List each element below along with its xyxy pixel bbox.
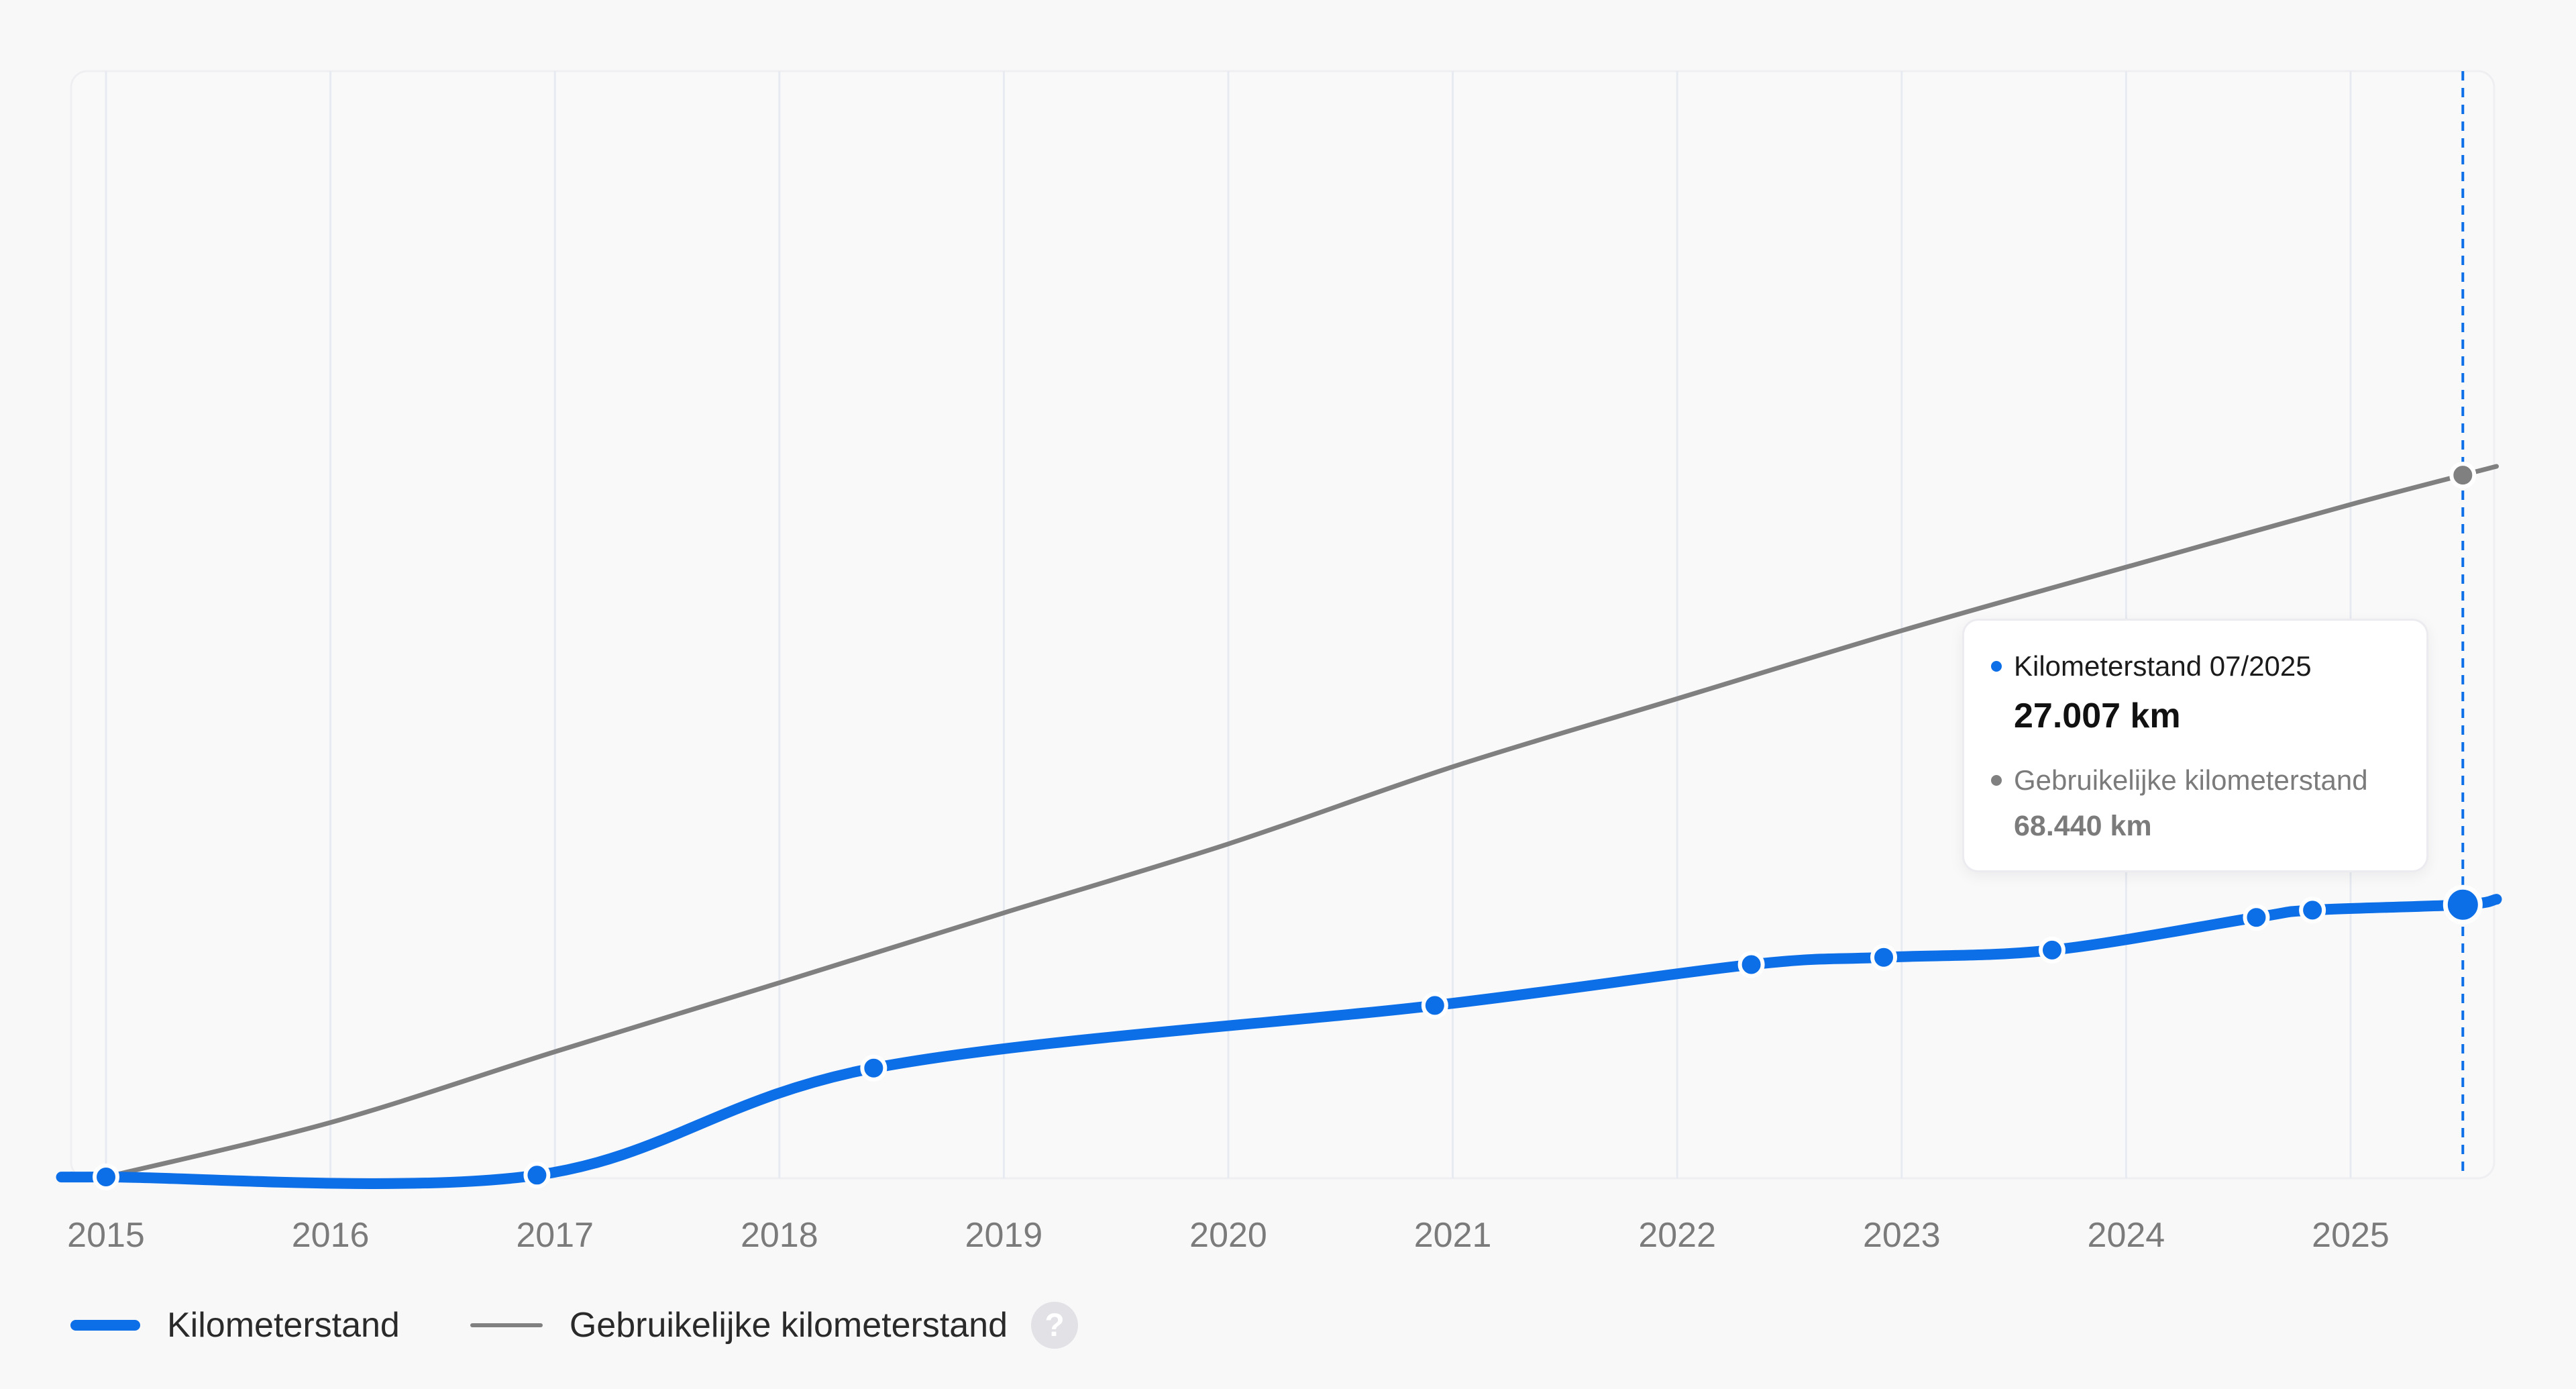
- question-mark-icon[interactable]: ?: [1031, 1302, 1078, 1349]
- data-point[interactable]: [95, 1166, 117, 1188]
- legend-item-kilometerstand[interactable]: Kilometerstand: [70, 1305, 400, 1345]
- data-point[interactable]: [2245, 906, 2267, 929]
- chart-legend: Kilometerstand Gebruikelijke kilometerst…: [70, 1302, 1078, 1349]
- x-tick-label: 2022: [1638, 1216, 1716, 1255]
- tooltip-reference-dot: [1991, 775, 2002, 786]
- data-point[interactable]: [1424, 994, 1446, 1017]
- tooltip-series-label: Kilometerstand 07/2025: [2014, 650, 2312, 682]
- x-tick-label: 2021: [1414, 1216, 1492, 1255]
- x-tick-label: 2020: [1189, 1216, 1267, 1255]
- data-point[interactable]: [1872, 946, 1895, 969]
- data-point[interactable]: [1740, 954, 1763, 976]
- x-tick-label: 2019: [965, 1216, 1043, 1255]
- tooltip-series-value: 27.007 km: [2014, 696, 2181, 736]
- data-point[interactable]: [862, 1057, 885, 1080]
- reference-highlight-point: [2451, 464, 2474, 486]
- tooltip-reference-row: Gebruikelijke kilometerstand: [1991, 764, 2368, 796]
- chart-tooltip: Kilometerstand 07/2025 27.007 km Gebruik…: [1962, 619, 2428, 872]
- data-point[interactable]: [2041, 939, 2063, 962]
- tooltip-reference-label: Gebruikelijke kilometerstand: [2014, 764, 2368, 796]
- x-tick-label: 2023: [1863, 1216, 1941, 1255]
- x-tick-label: 2025: [2312, 1216, 2390, 1255]
- legend-item-gebruikelijke-kilometerstand[interactable]: Gebruikelijke kilometerstand: [470, 1305, 1008, 1345]
- x-tick-label: 2015: [67, 1216, 145, 1255]
- x-tick-label: 2024: [2088, 1216, 2165, 1255]
- x-tick-label: 2017: [516, 1216, 594, 1255]
- x-tick-label: 2016: [292, 1216, 370, 1255]
- legend-swatch-kilometerstand: [70, 1320, 140, 1331]
- legend-swatch-gebruikelijke-kilometerstand: [470, 1323, 543, 1327]
- data-point[interactable]: [525, 1164, 548, 1186]
- x-tick-label: 2018: [741, 1216, 818, 1255]
- tooltip-reference-value: 68.440 km: [2014, 810, 2152, 843]
- highlighted-data-point[interactable]: [2445, 887, 2480, 922]
- tooltip-series-dot: [1991, 661, 2002, 672]
- legend-label-kilometerstand: Kilometerstand: [167, 1305, 400, 1345]
- tooltip-series-row: Kilometerstand 07/2025: [1991, 650, 2312, 682]
- legend-label-gebruikelijke-kilometerstand: Gebruikelijke kilometerstand: [570, 1305, 1008, 1345]
- data-point[interactable]: [2301, 898, 2324, 921]
